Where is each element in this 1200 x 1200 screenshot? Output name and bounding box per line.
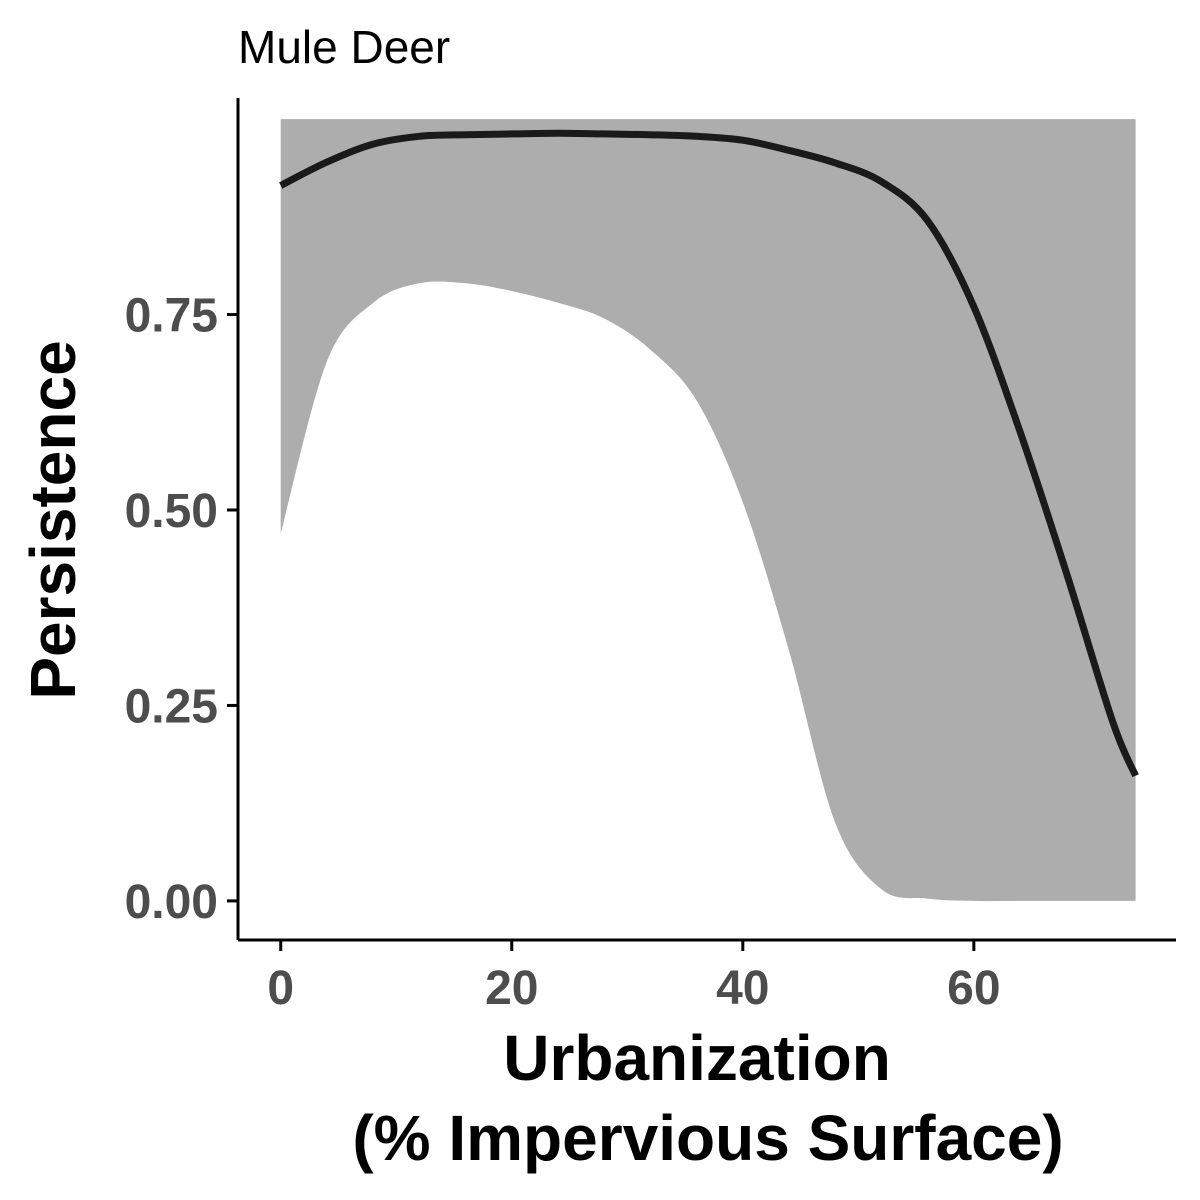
confidence-band-layer bbox=[280, 119, 1136, 902]
axes bbox=[236, 98, 1176, 942]
x-tick-label: 0 bbox=[267, 962, 294, 1015]
y-tick-label: 0.75 bbox=[125, 290, 218, 343]
y-tick-label: 0.00 bbox=[125, 876, 218, 929]
fit-line-layer bbox=[279, 129, 1139, 778]
x-tick-label: 40 bbox=[716, 962, 769, 1015]
persistence-line bbox=[279, 129, 1139, 778]
y-axis-title: Persistence bbox=[17, 340, 89, 699]
y-tick-label: 0.50 bbox=[125, 485, 218, 538]
confidence-band bbox=[280, 119, 1136, 902]
x-tick-label: 20 bbox=[485, 962, 538, 1015]
chart-title: Mule Deer bbox=[238, 21, 450, 73]
y-tick-label: 0.25 bbox=[125, 680, 218, 733]
x-tick-label: 60 bbox=[947, 962, 1000, 1015]
x-axis-title-line1: Urbanization bbox=[503, 1022, 891, 1094]
x-ticks: 0 20 40 60 bbox=[267, 940, 1001, 1015]
x-axis-title-line2: (% Impervious Surface) bbox=[352, 1102, 1063, 1174]
y-ticks: 0.00 0.25 0.50 0.75 bbox=[125, 290, 238, 929]
